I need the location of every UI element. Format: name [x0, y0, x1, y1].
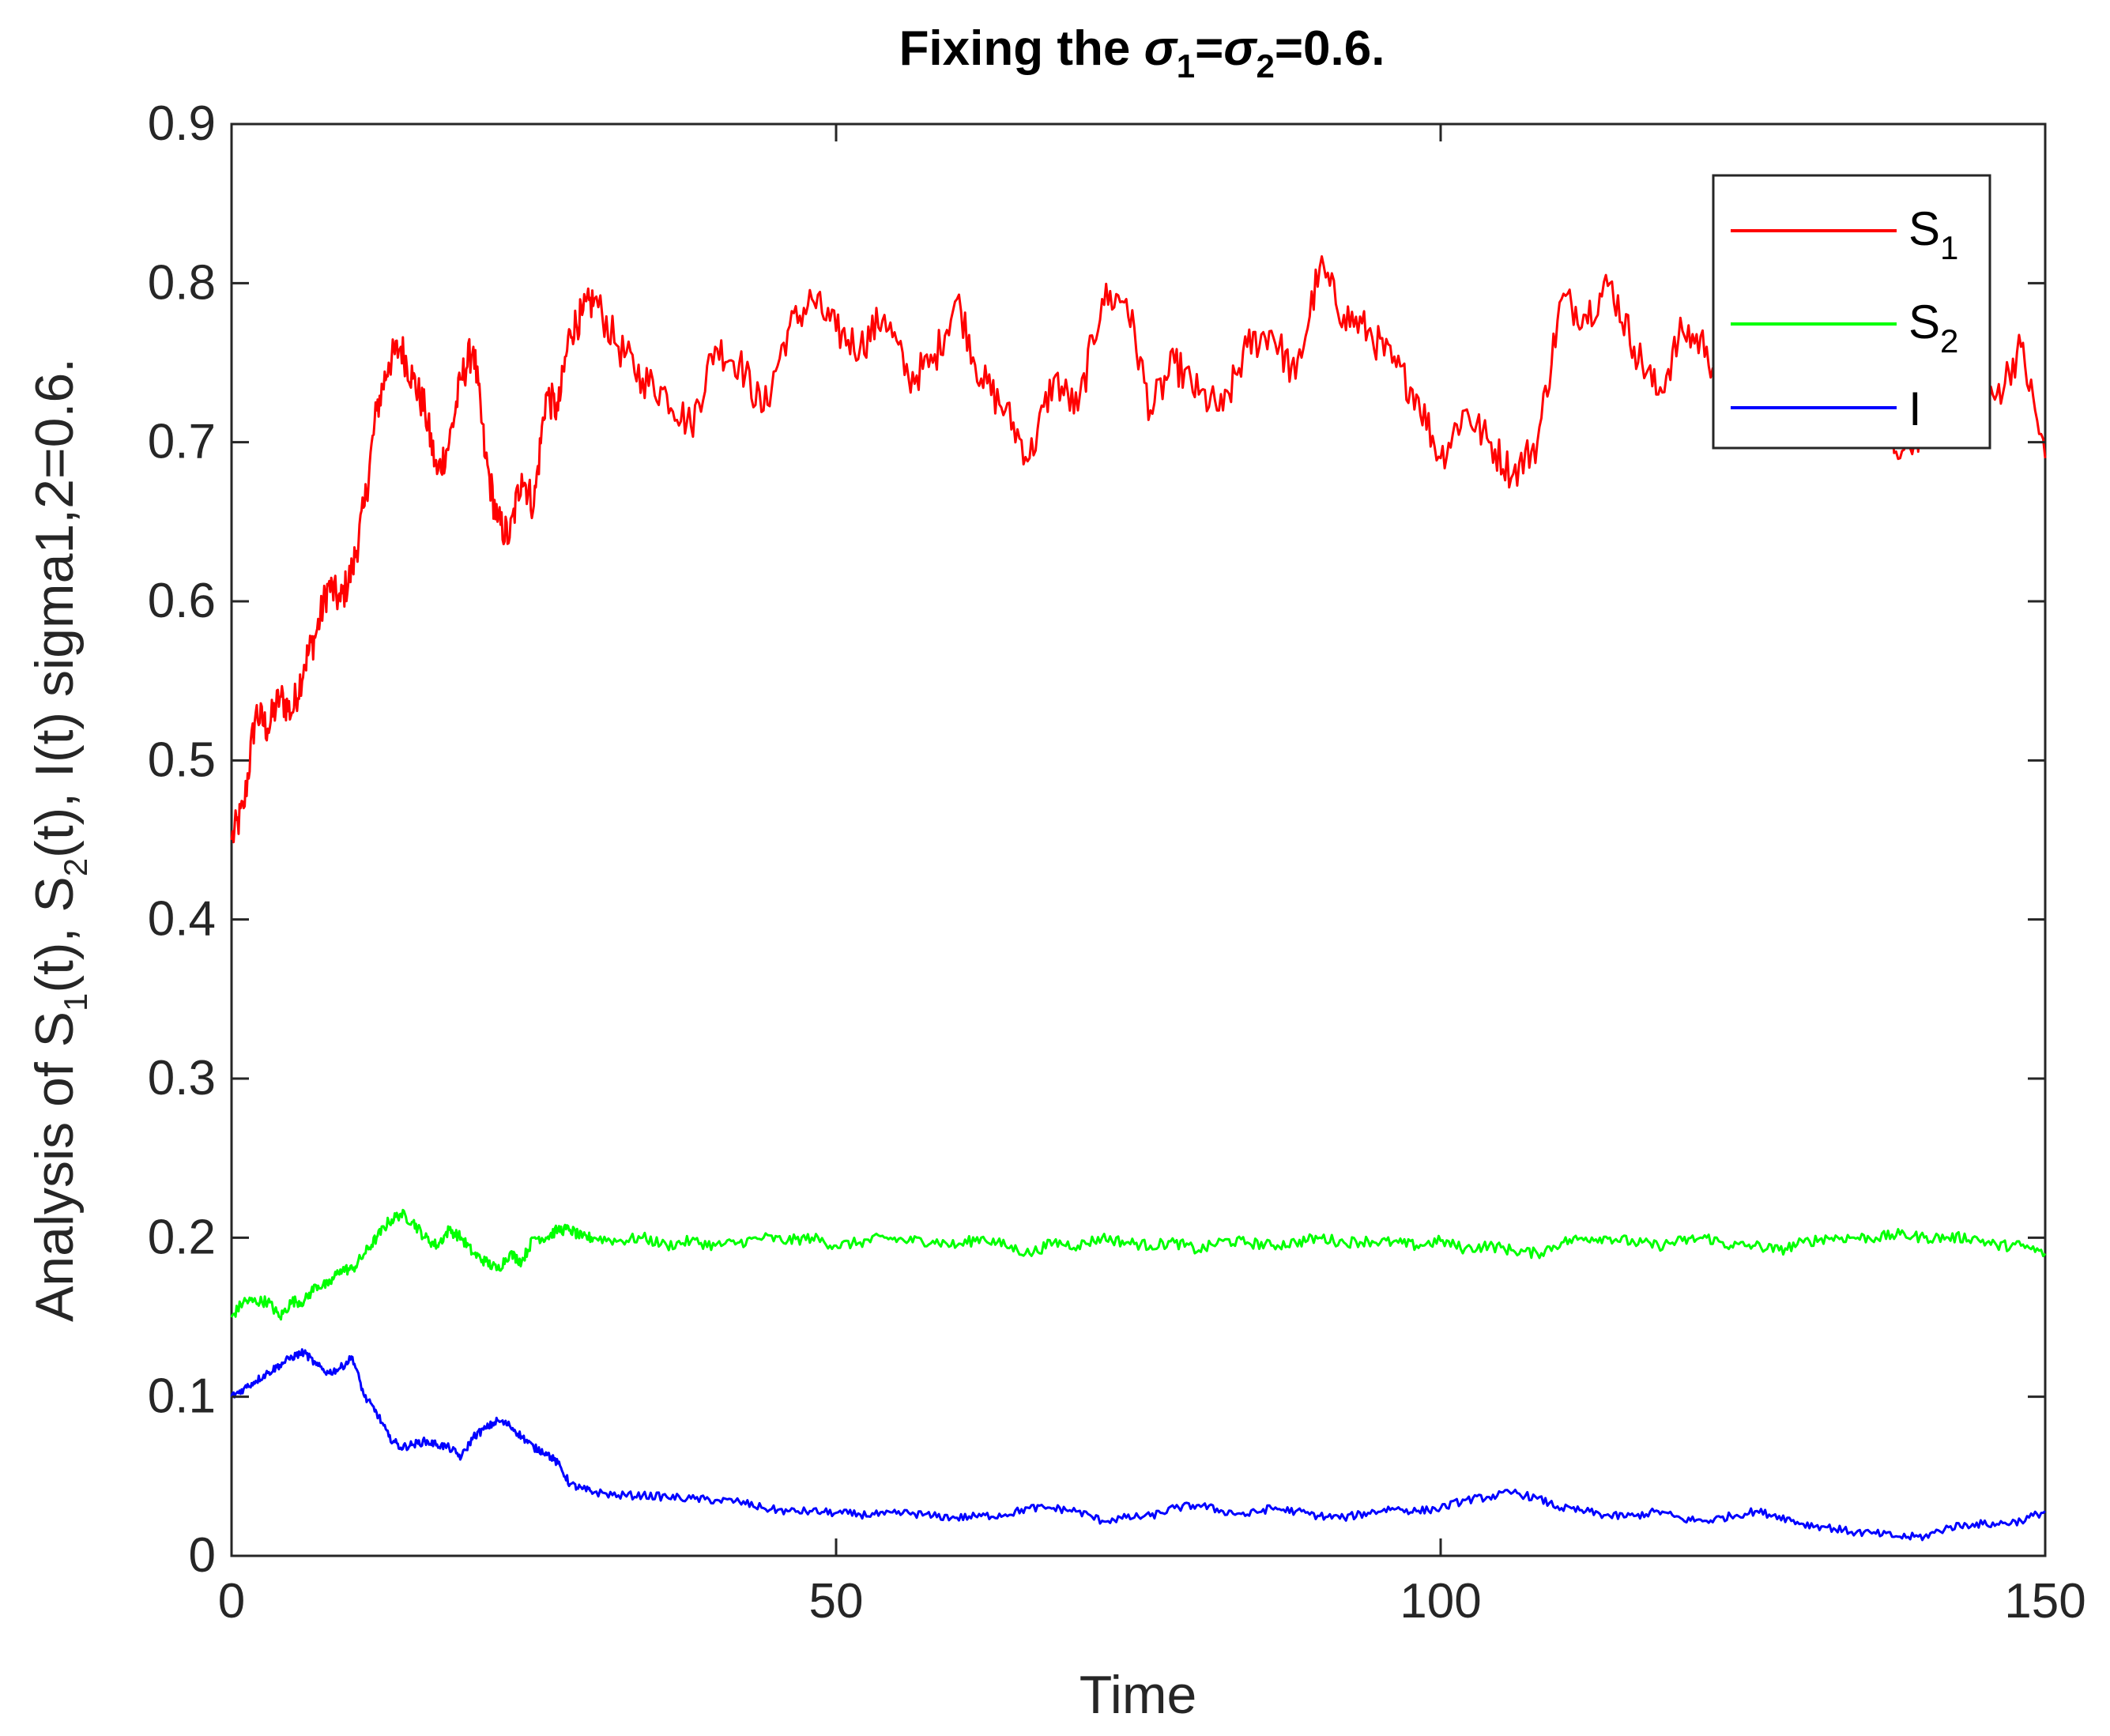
series-layer	[230, 255, 2047, 1542]
x-tick-label: 50	[809, 1574, 864, 1629]
y-axis-title: Analysis of S1(t), S2(t), I(t) sigma1,2=…	[24, 358, 94, 1322]
legend-label-i: I	[1908, 382, 1922, 435]
x-axis-title: Time	[1079, 1665, 1197, 1725]
y-tick-label: 0	[189, 1528, 216, 1583]
y-tick-label: 0.8	[148, 255, 216, 310]
x-tick-label: 100	[1400, 1574, 1481, 1629]
chart-title: Fixing the σ1=σ2=0.6.	[899, 21, 1385, 85]
y-tick-label: 0.2	[148, 1210, 216, 1264]
y-tick-label: 0.9	[148, 96, 216, 151]
y-tick-label: 0.3	[148, 1051, 216, 1105]
legend-box	[1712, 174, 1991, 450]
series-line-s1	[230, 255, 2047, 844]
x-tick-label: 0	[218, 1574, 245, 1629]
x-tick-label: 150	[2004, 1574, 2086, 1629]
legend-label-s2: S2	[1908, 296, 1958, 360]
y-tick-label: 0.5	[148, 732, 216, 787]
series-line-s2	[230, 1208, 2047, 1321]
legend-label-s1: S1	[1908, 202, 1958, 266]
y-tick-label: 0.7	[148, 415, 216, 469]
y-tick-label: 0.1	[148, 1369, 216, 1424]
series-line-i	[230, 1348, 2046, 1542]
y-tick-label: 0.6	[148, 574, 216, 628]
legend: S1 S2 I	[1712, 174, 1991, 450]
y-tick-label: 0.4	[148, 892, 216, 947]
tick-layer: 0 0.1 0.2 0.3 0.4 0.5 0.6 0.7 0.8 0.9 0 50 100 150	[148, 96, 2086, 1629]
